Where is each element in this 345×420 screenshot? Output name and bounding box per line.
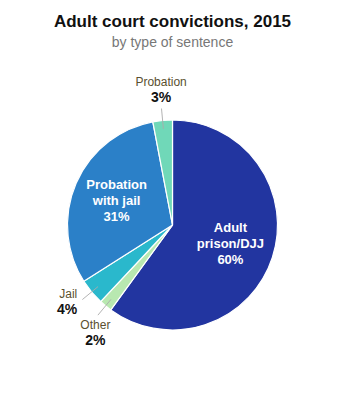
- svg-text:with jail: with jail: [92, 193, 141, 208]
- html-text:by type of sentence: by type of sentence: [111, 34, 234, 50]
- svg-text:Probation: Probation: [135, 75, 186, 89]
- html-text:Adult court convictions, 2015: Adult court convictions, 2015: [53, 12, 291, 31]
- svg-text:2%: 2%: [85, 332, 106, 348]
- svg-text:31%: 31%: [104, 209, 130, 224]
- svg-text:Probation: Probation: [86, 177, 147, 192]
- svg-text:Jail: Jail: [59, 287, 77, 301]
- svg-text:60%: 60%: [217, 252, 243, 267]
- svg-text:3%: 3%: [151, 89, 172, 105]
- svg-text:Other: Other: [80, 318, 110, 332]
- svg-text:4%: 4%: [57, 301, 78, 317]
- svg-text:Adult: Adult: [214, 220, 248, 235]
- svg-text:prison/DJJ: prison/DJJ: [197, 236, 264, 251]
